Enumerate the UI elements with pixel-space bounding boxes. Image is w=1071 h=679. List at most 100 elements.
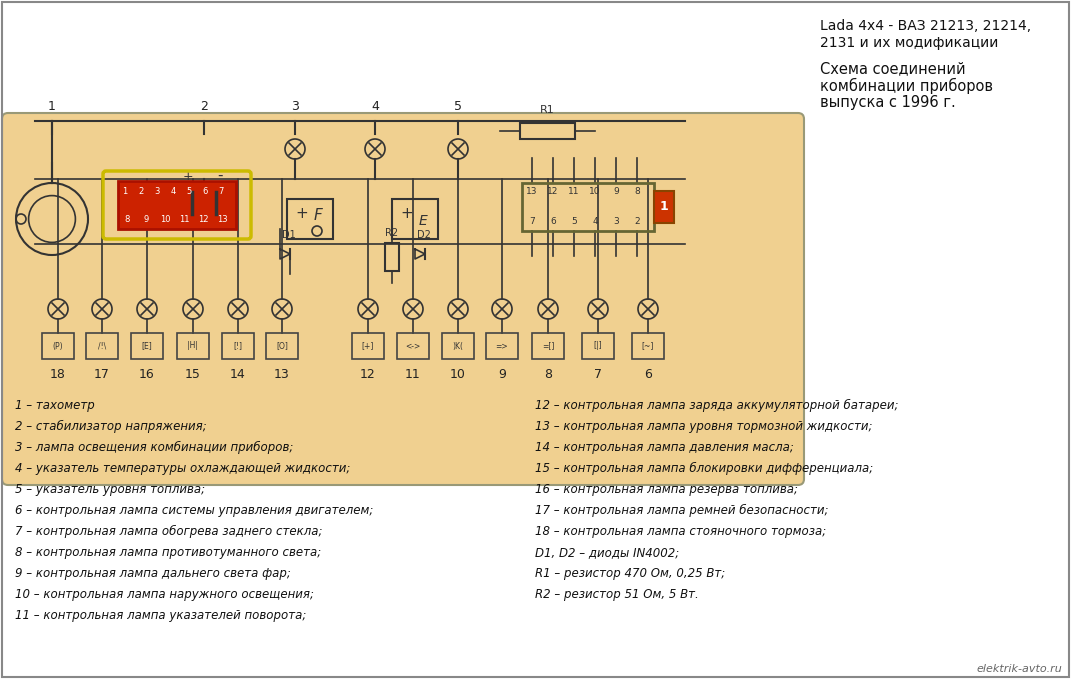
Text: 3 – лампа освещения комбинации приборов;: 3 – лампа освещения комбинации приборов; <box>15 441 293 454</box>
Bar <box>177 333 209 359</box>
Text: 17: 17 <box>94 367 110 380</box>
Text: 16 – контрольная лампа резерва топлива;: 16 – контрольная лампа резерва топлива; <box>536 483 798 496</box>
Text: 12: 12 <box>547 187 559 196</box>
Text: 7 – контрольная лампа обогрева заднего стекла;: 7 – контрольная лампа обогрева заднего с… <box>15 525 322 538</box>
Text: 12: 12 <box>360 367 376 380</box>
Text: 4 – указатель температуры охлаждающей жидкости;: 4 – указатель температуры охлаждающей жи… <box>15 462 350 475</box>
Bar <box>352 333 384 359</box>
Text: 12 – контрольная лампа заряда аккумуляторной батареи;: 12 – контрольная лампа заряда аккумулято… <box>536 399 899 412</box>
Text: 9: 9 <box>144 215 149 223</box>
Text: 11 – контрольная лампа указателей поворота;: 11 – контрольная лампа указателей поворо… <box>15 609 306 622</box>
Bar <box>392 199 438 239</box>
Bar <box>397 333 429 359</box>
Bar <box>582 333 614 359</box>
Text: F: F <box>314 208 322 223</box>
Text: 18: 18 <box>50 367 66 380</box>
Text: 4: 4 <box>371 100 379 113</box>
Bar <box>266 333 298 359</box>
Bar <box>486 333 518 359</box>
Text: 6 – контрольная лампа системы управления двигателем;: 6 – контрольная лампа системы управления… <box>15 504 374 517</box>
Bar <box>131 333 163 359</box>
Text: 3: 3 <box>154 187 160 196</box>
Bar <box>654 191 674 223</box>
Text: elektrik-avto.ru: elektrik-avto.ru <box>977 664 1062 674</box>
Text: 5 – указатель уровня топлива;: 5 – указатель уровня топлива; <box>15 483 206 496</box>
Bar <box>118 181 236 229</box>
Text: 17 – контрольная лампа ремней безопасности;: 17 – контрольная лампа ремней безопаснос… <box>536 504 829 517</box>
Text: +: + <box>183 170 193 183</box>
Text: 11: 11 <box>569 187 579 196</box>
Text: 6: 6 <box>644 367 652 380</box>
Text: [+]: [+] <box>362 342 374 350</box>
Bar <box>521 123 575 139</box>
Text: =[]: =[] <box>542 342 554 350</box>
Text: 2 – стабилизатор напряжения;: 2 – стабилизатор напряжения; <box>15 420 207 433</box>
Text: выпуска с 1996 г.: выпуска с 1996 г. <box>820 95 955 110</box>
Text: 15: 15 <box>185 367 201 380</box>
Text: 8 – контрольная лампа противотуманного света;: 8 – контрольная лампа противотуманного с… <box>15 546 321 559</box>
Text: 7: 7 <box>594 367 602 380</box>
Text: 1 – тахометр: 1 – тахометр <box>15 399 94 412</box>
Text: 3: 3 <box>291 100 299 113</box>
Text: 12: 12 <box>198 215 208 223</box>
Text: R2: R2 <box>386 228 398 238</box>
Text: /!\: /!\ <box>97 342 106 350</box>
Bar <box>384 243 399 271</box>
Bar <box>532 333 564 359</box>
Text: 13: 13 <box>526 187 538 196</box>
Bar <box>522 183 654 231</box>
Text: [~]: [~] <box>642 342 654 350</box>
Text: R2 – резистор 51 Ом, 5 Вт.: R2 – резистор 51 Ом, 5 Вт. <box>536 588 698 601</box>
Text: =>: => <box>496 342 509 350</box>
Text: D1, D2 – диоды IN4002;: D1, D2 – диоды IN4002; <box>536 546 679 559</box>
Text: 2: 2 <box>200 100 208 113</box>
Text: 10: 10 <box>160 215 170 223</box>
Text: )K(: )K( <box>453 342 464 350</box>
Text: (P): (P) <box>52 342 63 350</box>
Bar <box>442 333 474 359</box>
Text: 11: 11 <box>405 367 421 380</box>
Bar <box>86 333 118 359</box>
Text: 1: 1 <box>48 100 56 113</box>
Text: Схема соединений: Схема соединений <box>820 61 966 76</box>
Text: [E]: [E] <box>141 342 152 350</box>
Text: 8: 8 <box>544 367 552 380</box>
Text: 4: 4 <box>170 187 176 196</box>
Text: <->: <-> <box>406 342 421 350</box>
Text: 2: 2 <box>634 217 639 227</box>
Text: 13: 13 <box>216 215 227 223</box>
Text: [O]: [O] <box>276 342 288 350</box>
Text: 10: 10 <box>589 187 601 196</box>
Text: 1: 1 <box>122 187 127 196</box>
Bar <box>222 333 254 359</box>
Text: 11: 11 <box>179 215 190 223</box>
Text: 10: 10 <box>450 367 466 380</box>
Text: 5: 5 <box>186 187 192 196</box>
Text: 15 – контрольная лампа блокировки дифференциала;: 15 – контрольная лампа блокировки диффер… <box>536 462 873 475</box>
Text: 5: 5 <box>454 100 462 113</box>
Text: 13: 13 <box>274 367 290 380</box>
Text: 9: 9 <box>613 187 619 196</box>
Text: 4: 4 <box>592 217 598 227</box>
Text: R1 – резистор 470 Ом, 0,25 Вт;: R1 – резистор 470 Ом, 0,25 Вт; <box>536 567 725 580</box>
Text: -: - <box>217 168 223 183</box>
Text: 8: 8 <box>634 187 639 196</box>
Text: комбинации приборов: комбинации приборов <box>820 78 993 94</box>
Text: D1: D1 <box>282 230 296 240</box>
FancyBboxPatch shape <box>2 113 804 485</box>
Bar <box>42 333 74 359</box>
Text: 6: 6 <box>202 187 208 196</box>
Text: 14 – контрольная лампа давления масла;: 14 – контрольная лампа давления масла; <box>536 441 794 454</box>
Text: 9: 9 <box>498 367 506 380</box>
Text: 14: 14 <box>230 367 246 380</box>
Text: 10 – контрольная лампа наружного освещения;: 10 – контрольная лампа наружного освещен… <box>15 588 314 601</box>
Text: 18 – контрольная лампа стояночного тормоза;: 18 – контрольная лампа стояночного тормо… <box>536 525 826 538</box>
Bar <box>632 333 664 359</box>
Bar <box>178 187 230 219</box>
Text: 3: 3 <box>613 217 619 227</box>
Text: Lada 4x4 - ВАЗ 21213, 21214,: Lada 4x4 - ВАЗ 21213, 21214, <box>820 19 1031 33</box>
Text: [!]: [!] <box>233 342 242 350</box>
Text: D2: D2 <box>417 230 431 240</box>
Text: 7: 7 <box>529 217 534 227</box>
Text: 16: 16 <box>139 367 155 380</box>
